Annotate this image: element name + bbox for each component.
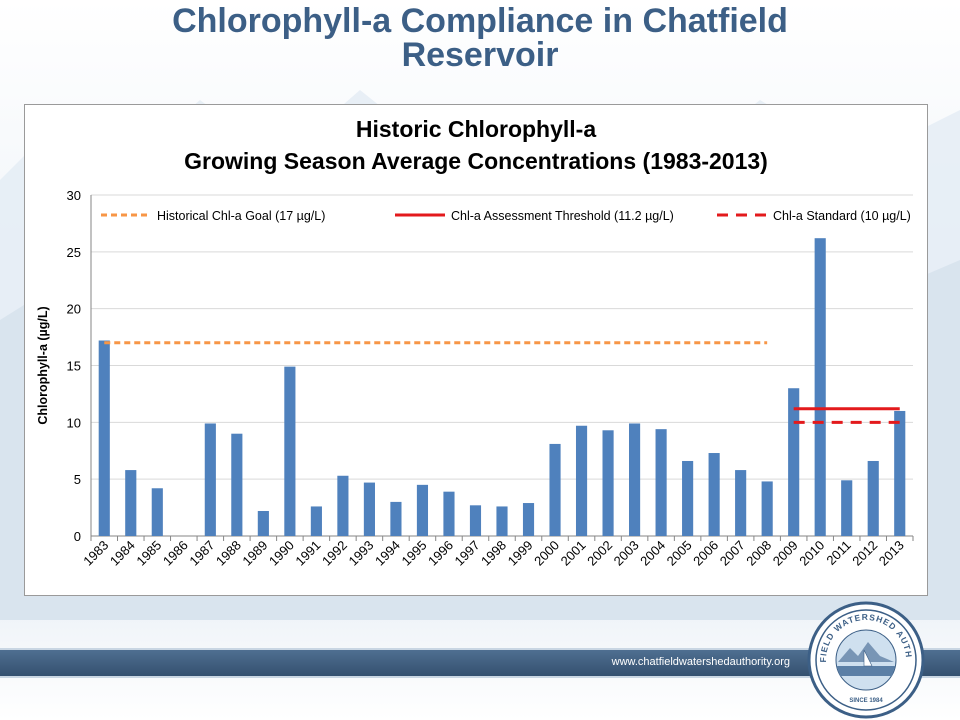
x-tick-label-1986: 1986 (160, 538, 191, 569)
x-tick-label-2005: 2005 (664, 538, 695, 569)
bar-1988 (231, 433, 243, 536)
chatfield-watershed-authority-logo: CHATFIELD WATERSHED AUTHORITY SINCE 1984 (806, 600, 925, 719)
x-tick-label-1991: 1991 (292, 538, 323, 569)
bar-1999 (522, 503, 535, 536)
x-tick-label-2009: 2009 (770, 538, 801, 569)
logo-since-text: SINCE 1984 (849, 698, 883, 704)
x-tick-label-1989: 1989 (239, 538, 270, 569)
bar-1997 (469, 505, 482, 536)
x-tick-label-2010: 2010 (796, 538, 827, 569)
y-tick-label: 20 (67, 302, 81, 317)
bar-1991 (310, 506, 322, 536)
x-tick-label-1984: 1984 (107, 538, 138, 569)
bar-1990 (284, 366, 296, 536)
y-axis-title: Chlorophyll-a (µg/L) (36, 306, 50, 424)
chart-title-line-1: Historic Chlorophyll-a (356, 116, 596, 142)
bar-2002 (602, 430, 614, 536)
bar-1995 (416, 484, 429, 536)
x-tick-label-1988: 1988 (213, 538, 244, 569)
y-tick-label: 10 (67, 415, 81, 430)
x-tick-label-1995: 1995 (399, 538, 430, 569)
website-url[interactable]: www.chatfieldwatershedauthority.org (611, 656, 790, 668)
bar-1989 (257, 510, 269, 536)
bar-2012 (867, 460, 879, 536)
bar-1992 (337, 475, 349, 536)
bar-2011 (841, 480, 853, 536)
bar-2008 (761, 481, 773, 536)
bar-1987 (204, 423, 216, 536)
x-tick-label-1999: 1999 (505, 538, 536, 569)
bar-1996 (443, 491, 455, 536)
x-tick-label-2008: 2008 (743, 538, 774, 569)
x-tick-label-2013: 2013 (876, 538, 907, 569)
y-tick-label: 15 (67, 359, 81, 374)
y-tick-label: 25 (67, 245, 81, 260)
chlorophyll-bar-chart: Historic Chlorophyll-a Growing Season Ave… (36, 116, 914, 569)
bar-2000 (549, 443, 561, 536)
x-tick-label-1994: 1994 (372, 538, 403, 569)
bar-1998 (496, 506, 508, 536)
x-tick-label-1987: 1987 (186, 538, 217, 569)
x-tick-label-2004: 2004 (637, 538, 668, 569)
legend-label-2: Chl-a Assessment Threshold (11.2 µg/L) (451, 209, 674, 223)
x-tick-label-2007: 2007 (717, 538, 748, 569)
x-tick-label-1993: 1993 (345, 538, 376, 569)
slide-title-text: Chlorophyll-a Compliance in Chatfield Re… (172, 2, 788, 74)
legend-label-3: Chl-a Standard (10 µg/L) (773, 209, 911, 223)
bar-2007 (735, 470, 747, 536)
x-tick-label-1983: 1983 (80, 538, 111, 569)
bar-2005 (682, 460, 694, 536)
y-tick-label: 5 (74, 472, 81, 487)
bar-1985 (151, 488, 163, 536)
x-tick-label-1997: 1997 (452, 538, 483, 569)
slide-title: Chlorophyll-a Compliance in Chatfield Re… (0, 4, 960, 72)
chart-title-line-2: Growing Season Average Concentrations (1… (184, 148, 768, 174)
bar-2001 (575, 425, 588, 536)
x-tick-label-1985: 1985 (133, 538, 164, 569)
x-tick-label-2000: 2000 (531, 538, 562, 569)
footer-band: www.chatfieldwatershedauthority.org (0, 648, 960, 678)
bar-1984 (125, 470, 137, 536)
bar-1983 (98, 340, 110, 536)
x-tick-label-1990: 1990 (266, 538, 297, 569)
x-tick-label-1998: 1998 (478, 538, 509, 569)
bar-2013 (894, 410, 906, 536)
y-tick-label: 30 (67, 188, 81, 203)
x-tick-label-2011: 2011 (823, 538, 853, 568)
x-tick-label-2006: 2006 (690, 538, 721, 569)
legend-label-1: Historical Chl-a Goal (17 µg/L) (157, 209, 325, 223)
x-tick-label-2002: 2002 (584, 538, 615, 569)
chart-container: Historic Chlorophyll-a Growing Season Ave… (24, 104, 928, 596)
bar-2010 (814, 238, 826, 536)
bar-2004 (655, 429, 667, 536)
bar-2006 (708, 453, 720, 536)
x-tick-label-2003: 2003 (611, 538, 642, 569)
bar-2003 (629, 423, 641, 536)
x-tick-label-1996: 1996 (425, 538, 456, 569)
x-tick-label-2012: 2012 (849, 538, 880, 569)
x-tick-label-1992: 1992 (319, 538, 350, 569)
x-tick-label-2001: 2001 (558, 538, 589, 569)
bar-2009 (788, 388, 800, 536)
bar-1993 (363, 482, 375, 536)
y-tick-label: 0 (74, 529, 81, 544)
bar-1994 (390, 501, 402, 536)
